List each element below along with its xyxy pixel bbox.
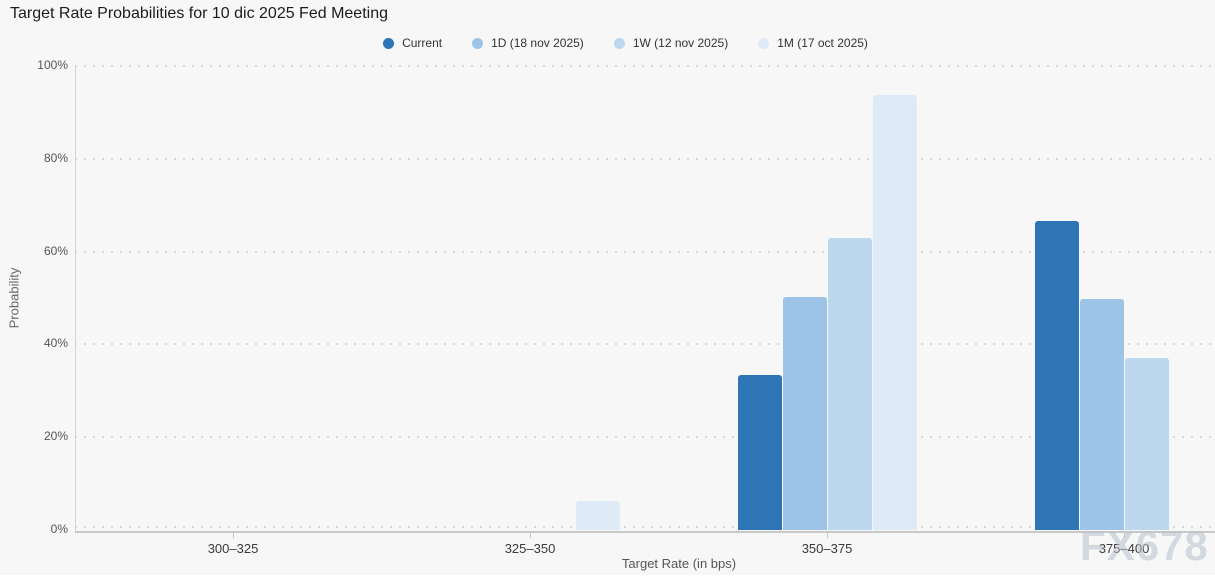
- x-axis-line: [75, 531, 1215, 533]
- x-tick-label: 325–350: [504, 541, 556, 556]
- x-tick-label: 375–400: [1098, 541, 1150, 556]
- legend-item-1d[interactable]: 1D (18 nov 2025): [472, 36, 584, 50]
- bar-current-350-375[interactable]: [737, 375, 782, 530]
- x-tick-label: 350–375: [801, 541, 853, 556]
- gridline-20: [75, 436, 1215, 439]
- gridline-60: [75, 250, 1215, 253]
- x-tick-label: 300–325: [207, 541, 259, 556]
- legend-item-current[interactable]: Current: [383, 36, 442, 50]
- bar-1d-375-400[interactable]: [1079, 299, 1124, 530]
- y-tick-label: 100%: [37, 58, 68, 72]
- legend-dot-icon: [758, 37, 770, 49]
- legend-dot-icon: [472, 37, 484, 49]
- chart-title: Target Rate Probabilities for 10 dic 202…: [10, 5, 388, 22]
- y-tick-label: 20%: [43, 429, 68, 444]
- legend-label: Current: [402, 36, 443, 50]
- legend-label: 1M (17 oct 2025): [777, 36, 868, 50]
- chart-legend: Current 1D (18 nov 2025) 1W (12 nov 2025) 1…: [0, 36, 1215, 50]
- y-axis-line: [75, 66, 76, 532]
- x-tick-mark: [1124, 533, 1125, 538]
- legend-dot-icon: [613, 37, 625, 49]
- x-tick-mark: [530, 533, 531, 538]
- y-tick-label: 80%: [43, 150, 68, 165]
- y-tick-label: 60%: [43, 243, 68, 258]
- gridline-40: [75, 343, 1215, 346]
- x-tick-mark: [827, 533, 828, 538]
- bar-1w-375-400[interactable]: [1124, 358, 1169, 530]
- bar-1w-350-375[interactable]: [827, 238, 872, 530]
- bar-current-375-400[interactable]: [1034, 221, 1079, 530]
- y-tick-label: 40%: [43, 336, 68, 351]
- x-axis-title: Target Rate (in bps): [621, 556, 737, 571]
- x-tick-mark: [233, 533, 234, 538]
- legend-label: 1D (18 nov 2025): [491, 36, 584, 50]
- legend-item-1m[interactable]: 1M (17 oct 2025): [758, 36, 868, 50]
- legend-item-1w[interactable]: 1W (12 nov 2025): [613, 36, 729, 50]
- legend-dot-icon: [383, 37, 395, 49]
- gridline-0: [75, 526, 1215, 528]
- y-axis-title: Probability: [6, 267, 22, 329]
- gridline-100: [75, 65, 1215, 67]
- legend-label: 1W (12 nov 2025): [632, 36, 729, 50]
- bar-1d-350-375[interactable]: [782, 297, 827, 530]
- bar-1m-325-350[interactable]: [575, 501, 620, 530]
- gridline-80: [75, 157, 1215, 160]
- y-tick-label: 0%: [50, 522, 68, 536]
- bar-1m-350-375[interactable]: [872, 95, 917, 530]
